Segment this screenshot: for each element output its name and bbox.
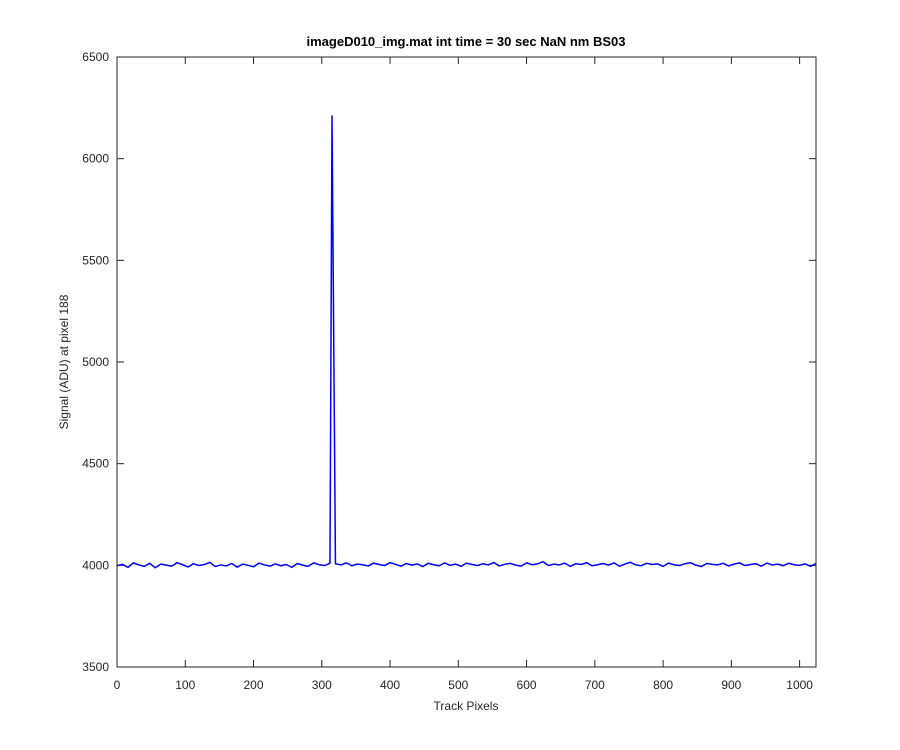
y-tick-label: 3500 bbox=[82, 660, 109, 674]
chart-title: imageD010_img.mat int time = 30 sec NaN … bbox=[307, 34, 626, 49]
y-tick-label: 6000 bbox=[82, 152, 109, 166]
x-tick-label: 200 bbox=[244, 678, 264, 692]
x-tick-label: 700 bbox=[585, 678, 605, 692]
line bbox=[116, 115, 817, 569]
x-tick-label: 900 bbox=[721, 678, 741, 692]
x-tick-label: 400 bbox=[380, 678, 400, 692]
x-tick-label: 1000 bbox=[786, 678, 813, 692]
x-tick-label: 500 bbox=[448, 678, 468, 692]
y-tick-label: 4000 bbox=[82, 558, 109, 572]
axes-box bbox=[116, 56, 817, 668]
x-tick-label: 300 bbox=[312, 678, 332, 692]
y-tick-label: 4500 bbox=[82, 457, 109, 471]
x-tick-label: 600 bbox=[517, 678, 537, 692]
y-axis-label: Signal (ADU) at pixel 188 bbox=[57, 294, 71, 429]
y-tick-label: 5500 bbox=[82, 253, 109, 267]
x-axis-label: Track Pixels bbox=[434, 699, 499, 713]
x-tick-label: 0 bbox=[114, 678, 121, 692]
x-tick-label: 800 bbox=[653, 678, 673, 692]
y-tick-label: 5000 bbox=[82, 355, 109, 369]
y-tick-label: 6500 bbox=[82, 50, 109, 64]
x-tick-label: 100 bbox=[175, 678, 195, 692]
